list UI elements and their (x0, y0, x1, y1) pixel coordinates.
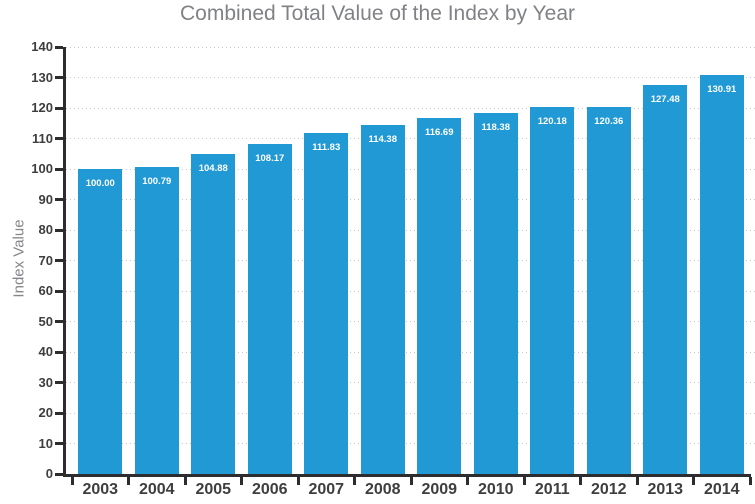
x-tick-label: 2006 (251, 481, 288, 498)
y-axis-tick (55, 106, 63, 110)
gridline (66, 46, 755, 48)
y-tick-label: 100 (31, 161, 53, 176)
x-tick-label: 2004 (138, 481, 175, 498)
bar: 130.91 (699, 74, 744, 474)
bar: 104.88 (191, 154, 236, 474)
bar: 116.69 (417, 118, 462, 474)
gridline (66, 321, 755, 322)
x-axis-tick (296, 477, 300, 485)
bar-value-label: 108.17 (255, 153, 285, 165)
y-axis-tick (55, 259, 63, 262)
x-axis-tick (466, 477, 469, 485)
x-axis-tick (522, 477, 526, 485)
y-tick-label: 110 (32, 130, 53, 146)
gridline (66, 260, 755, 261)
gridline (66, 412, 755, 414)
bar: 100.00 (78, 169, 123, 474)
y-tick-label: 140 (31, 39, 53, 54)
bar-value-label: 120.36 (594, 115, 624, 127)
bar: 108.17 (247, 144, 292, 474)
bar-value-label: 127.48 (650, 94, 680, 106)
y-axis-tick (55, 167, 63, 171)
y-axis-tick (55, 198, 63, 201)
x-axis-tick (692, 477, 695, 485)
x-axis-tick (240, 477, 243, 485)
x-tick-label: 2010 (477, 481, 514, 498)
x-axis-tick (70, 477, 74, 485)
y-tick-label: 0 (45, 466, 53, 481)
gridline (66, 290, 755, 292)
y-tick-label: 120 (31, 100, 53, 115)
gridline (66, 77, 755, 78)
y-axis-tick (55, 76, 63, 79)
bar-value-label: 100.00 (85, 178, 115, 189)
y-axis-tick (55, 289, 63, 293)
x-axis-tick (579, 477, 582, 485)
x-tick-label: 2005 (195, 481, 232, 498)
bar-value-label: 100.79 (142, 175, 172, 187)
y-axis-tick (55, 350, 63, 354)
x-tick-label: 2003 (82, 481, 119, 498)
y-axis-tick (55, 381, 63, 384)
y-tick-label: 40 (38, 344, 53, 359)
x-tick-label: 2009 (421, 481, 458, 498)
y-tick-label: 50 (38, 313, 53, 329)
y-tick-label: 10 (38, 435, 53, 451)
x-tick-label: 2014 (703, 481, 740, 498)
chart-title: Combined Total Value of the Index by Yea… (179, 2, 575, 25)
y-axis-tick (55, 320, 63, 323)
gridline (66, 168, 755, 170)
y-tick-label: 60 (38, 283, 53, 298)
bar: 100.79 (134, 166, 179, 474)
bar-value-label: 118.38 (481, 121, 511, 133)
gridline (66, 229, 755, 231)
x-tick-label: 2011 (534, 481, 570, 498)
bar: 118.38 (473, 112, 518, 474)
bar-value-label: 120.18 (537, 116, 567, 128)
x-tick-label: 2012 (590, 481, 627, 498)
bar: 120.36 (586, 106, 631, 474)
x-tick-label: 2013 (647, 481, 684, 498)
y-axis-tick (55, 45, 63, 49)
y-axis-line (63, 47, 66, 477)
x-axis-tick (748, 477, 752, 485)
gridline (66, 138, 755, 139)
gridline (66, 382, 755, 383)
bar: 111.83 (304, 132, 349, 474)
x-axis-tick (635, 477, 639, 485)
x-tick-label: 2007 (308, 481, 345, 498)
x-axis-tick (183, 477, 187, 485)
y-axis-tick (55, 137, 63, 140)
bar-value-label: 116.69 (424, 127, 454, 139)
gridline (66, 351, 755, 353)
y-axis-tick (55, 472, 63, 476)
y-axis-tick (55, 411, 63, 415)
y-tick-label: 80 (38, 222, 53, 237)
x-axis-tick (353, 477, 356, 485)
bar-value-label: 104.88 (198, 163, 228, 175)
y-tick-label: 30 (38, 374, 53, 390)
bar: 127.48 (643, 85, 688, 474)
y-axis-tick (55, 228, 63, 232)
y-tick-label: 130 (31, 69, 53, 85)
gridline (66, 443, 755, 444)
bar-value-label: 114.38 (368, 134, 398, 146)
x-axis-line (63, 474, 751, 477)
bar: 120.18 (530, 107, 575, 474)
y-tick-label: 20 (38, 405, 53, 420)
bar: 114.38 (360, 125, 405, 474)
x-tick-label: 2008 (364, 481, 401, 498)
x-axis-tick (127, 477, 130, 485)
bar-value-label: 130.91 (707, 83, 737, 95)
x-axis-tick (409, 477, 413, 485)
y-tick-label: 70 (38, 252, 53, 268)
gridline (66, 199, 755, 200)
gridline (66, 107, 755, 109)
bar-value-label: 111.83 (312, 141, 341, 153)
y-axis-tick (55, 442, 63, 445)
y-tick-label: 90 (38, 191, 53, 207)
